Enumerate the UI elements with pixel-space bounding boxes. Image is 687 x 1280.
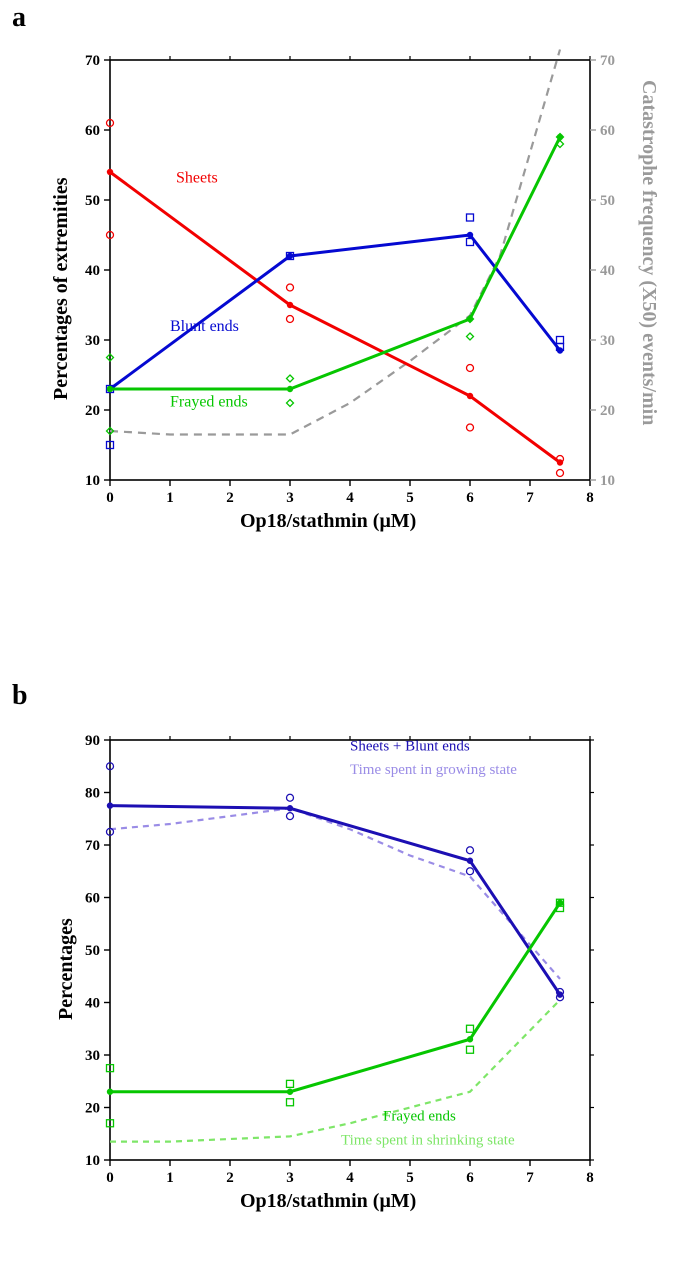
svg-text:Sheets + Blunt ends: Sheets + Blunt ends — [350, 739, 470, 755]
svg-text:10: 10 — [85, 473, 100, 489]
svg-text:0: 0 — [106, 1170, 114, 1186]
svg-text:Time spent in growing state: Time spent in growing state — [350, 762, 517, 778]
svg-text:40: 40 — [85, 263, 100, 279]
svg-text:8: 8 — [586, 490, 594, 506]
svg-text:8: 8 — [586, 1170, 594, 1186]
svg-text:40: 40 — [600, 263, 615, 279]
svg-text:60: 60 — [85, 123, 100, 139]
svg-text:60: 60 — [600, 123, 615, 139]
chart-a-ylabel-right: Catastrophe frequency (X50) events/min — [637, 80, 660, 425]
svg-text:40: 40 — [85, 996, 100, 1012]
svg-text:3: 3 — [286, 1170, 294, 1186]
svg-text:7: 7 — [526, 1170, 534, 1186]
series-label-frayed: Frayed ends — [170, 394, 248, 411]
svg-text:50: 50 — [85, 193, 100, 209]
svg-text:1: 1 — [166, 490, 174, 506]
svg-text:50: 50 — [600, 193, 615, 209]
svg-text:0: 0 — [106, 490, 114, 506]
chart-b-xlabel: Op18/stathmin (μM) — [240, 1190, 416, 1213]
svg-text:7: 7 — [526, 490, 534, 506]
series-label-sheets: Sheets — [176, 170, 218, 187]
svg-text:5: 5 — [406, 1170, 414, 1186]
svg-text:20: 20 — [85, 1101, 100, 1117]
chart-b-ylabel: Percentages — [55, 918, 78, 1020]
svg-text:70: 70 — [600, 53, 615, 69]
svg-text:4: 4 — [346, 490, 354, 506]
svg-text:6: 6 — [466, 1170, 474, 1186]
chart-a: 0 1 2 3 4 5 6 7 8 10 20 30 40 50 60 70 10 20 30 40 50 60 70 She… — [0, 0, 687, 560]
chart-a-xlabel: Op18/stathmin (μM) — [240, 510, 416, 533]
svg-text:80: 80 — [85, 786, 100, 802]
svg-text:6: 6 — [466, 490, 474, 506]
svg-text:30: 30 — [600, 333, 615, 349]
svg-text:2: 2 — [226, 1170, 234, 1186]
svg-text:90: 90 — [85, 733, 100, 749]
svg-text:Time spent in shrinking state: Time spent in shrinking state — [341, 1132, 515, 1148]
svg-text:70: 70 — [85, 838, 100, 854]
svg-text:30: 30 — [85, 333, 100, 349]
svg-text:70: 70 — [85, 53, 100, 69]
svg-text:50: 50 — [85, 943, 100, 959]
chart-a-ylabel-right-line1: Catastrophe frequency (X50) events/min — [638, 80, 660, 425]
svg-text:20: 20 — [85, 403, 100, 419]
svg-text:60: 60 — [85, 891, 100, 907]
svg-text:2: 2 — [226, 490, 234, 506]
svg-text:20: 20 — [600, 403, 615, 419]
svg-text:5: 5 — [406, 490, 414, 506]
page: a b 012345678102030405060701020304050607… — [0, 0, 687, 1280]
svg-text:4: 4 — [346, 1170, 354, 1186]
svg-text:10: 10 — [85, 1153, 100, 1169]
svg-text:3: 3 — [286, 490, 294, 506]
svg-text:1: 1 — [166, 1170, 174, 1186]
svg-text:10: 10 — [600, 473, 615, 489]
svg-text:Frayed ends: Frayed ends — [383, 1109, 456, 1125]
series-label-blunt: Blunt ends — [170, 318, 239, 335]
chart-a-ylabel-left: Percentages of extremities — [50, 178, 73, 401]
svg-text:30: 30 — [85, 1048, 100, 1064]
chart-b: 0 1 2 3 4 5 6 7 8 10 20 30 40 50 60 70 80 90 Time spent in… — [0, 680, 687, 1240]
